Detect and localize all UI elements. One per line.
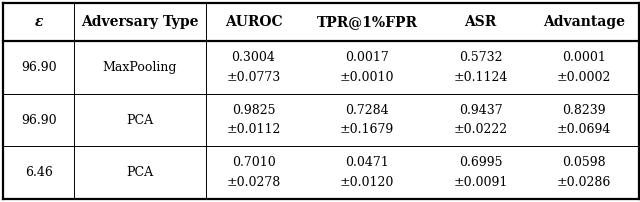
Text: ±0.0278: ±0.0278 — [227, 176, 280, 189]
Text: ±0.0010: ±0.0010 — [340, 71, 394, 84]
Text: 0.7010: 0.7010 — [232, 157, 275, 169]
Text: ±0.0002: ±0.0002 — [557, 71, 611, 84]
Text: 0.9825: 0.9825 — [232, 104, 275, 117]
Text: ±0.0222: ±0.0222 — [454, 123, 508, 136]
Text: ε: ε — [35, 15, 43, 29]
Text: ASR: ASR — [465, 15, 497, 29]
Text: 0.5732: 0.5732 — [459, 51, 502, 64]
Text: AUROC: AUROC — [225, 15, 282, 29]
Text: ±0.0694: ±0.0694 — [557, 123, 611, 136]
Text: 96.90: 96.90 — [21, 114, 56, 127]
Text: ±0.0112: ±0.0112 — [227, 123, 281, 136]
Text: ±0.1124: ±0.1124 — [454, 71, 508, 84]
Text: 0.0001: 0.0001 — [562, 51, 605, 64]
Text: PCA: PCA — [126, 166, 154, 179]
Text: TPR@1%FPR: TPR@1%FPR — [317, 15, 418, 29]
Text: 0.8239: 0.8239 — [562, 104, 605, 117]
Text: 6.46: 6.46 — [25, 166, 52, 179]
Text: ±0.0286: ±0.0286 — [557, 176, 611, 189]
Text: Advantage: Advantage — [543, 15, 625, 29]
Text: 0.6995: 0.6995 — [459, 157, 502, 169]
Text: 0.3004: 0.3004 — [232, 51, 275, 64]
Text: ±0.0091: ±0.0091 — [454, 176, 508, 189]
Text: MaxPooling: MaxPooling — [102, 61, 177, 74]
Text: 0.9437: 0.9437 — [459, 104, 502, 117]
Text: Adversary Type: Adversary Type — [81, 15, 198, 29]
Text: ±0.0773: ±0.0773 — [227, 71, 280, 84]
Text: ±0.0120: ±0.0120 — [340, 176, 394, 189]
Text: 0.0598: 0.0598 — [562, 157, 605, 169]
Text: PCA: PCA — [126, 114, 154, 127]
Text: 0.7284: 0.7284 — [346, 104, 389, 117]
Text: ±0.1679: ±0.1679 — [340, 123, 394, 136]
Text: 0.0471: 0.0471 — [345, 157, 389, 169]
Text: 96.90: 96.90 — [21, 61, 56, 74]
Text: 0.0017: 0.0017 — [345, 51, 389, 64]
